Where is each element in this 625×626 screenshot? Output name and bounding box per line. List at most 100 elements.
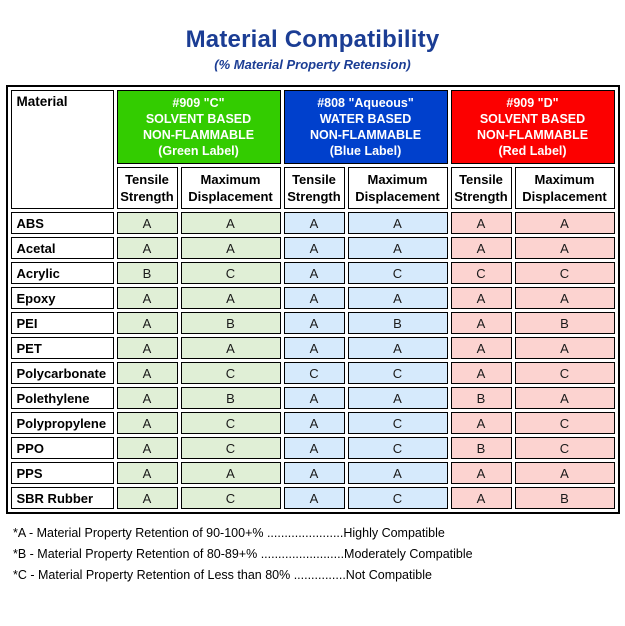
value-cell: A [347, 387, 448, 409]
value-cell: A [116, 237, 178, 259]
footnote-b: *B - Material Property Retention of 80-8… [13, 547, 473, 561]
value-cell: B [180, 312, 281, 334]
value-cell: C [180, 362, 281, 384]
value-cell: A [450, 287, 512, 309]
value-cell: C [514, 437, 615, 459]
value-cell: A [514, 287, 615, 309]
table-row: Polypropylene A C A C A C [10, 412, 615, 434]
page-subtitle: (% Material Property Retension) [214, 57, 411, 72]
value-cell: A [347, 212, 448, 234]
value-cell: B [180, 387, 281, 409]
table-row: PEI A B A B A B [10, 312, 615, 334]
value-cell: B [450, 437, 512, 459]
group-header-red-label: #909 "D" SOLVENT BASED NON-FLAMMABLE (Re… [450, 90, 615, 164]
group-header-row: Material #909 "C" SOLVENT BASED NON-FLAM… [10, 90, 615, 209]
value-cell: A [347, 337, 448, 359]
value-cell: A [116, 437, 178, 459]
table-row: Epoxy A A A A A A [10, 287, 615, 309]
value-cell: A [514, 237, 615, 259]
page: Material Compatibility (% Material Prope… [0, 26, 625, 626]
table-row: Acetal A A A A A A [10, 237, 615, 259]
value-cell: A [514, 212, 615, 234]
value-cell: A [283, 312, 345, 334]
value-cell: A [514, 337, 615, 359]
value-cell: A [450, 412, 512, 434]
value-cell: A [450, 312, 512, 334]
value-cell: C [180, 412, 281, 434]
value-cell: A [116, 462, 178, 484]
value-cell: A [283, 262, 345, 284]
material-cell: Acetal [10, 237, 114, 259]
value-cell: A [116, 212, 178, 234]
subheader-green-maximum-displacement: Maximum Displacement [180, 167, 281, 209]
table-row: PPO A C A C B C [10, 437, 615, 459]
table-row: Acrylic B C A C C C [10, 262, 615, 284]
table-row: PPS A A A A A A [10, 462, 615, 484]
value-cell: C [514, 262, 615, 284]
material-cell: SBR Rubber [10, 487, 114, 509]
value-cell: A [283, 412, 345, 434]
value-cell: C [347, 412, 448, 434]
value-cell: A [116, 337, 178, 359]
value-cell: A [116, 287, 178, 309]
value-cell: A [116, 362, 178, 384]
table-row: Polycarbonate A C C C A C [10, 362, 615, 384]
value-cell: C [180, 487, 281, 509]
value-cell: C [450, 262, 512, 284]
value-cell: A [180, 212, 281, 234]
value-cell: A [450, 237, 512, 259]
value-cell: C [283, 362, 345, 384]
table-row: SBR Rubber A C A C A B [10, 487, 615, 509]
value-cell: A [347, 237, 448, 259]
value-cell: A [283, 387, 345, 409]
value-cell: A [283, 237, 345, 259]
material-cell: PPO [10, 437, 114, 459]
footnote-c: *C - Material Property Retention of Less… [13, 568, 432, 582]
value-cell: B [514, 312, 615, 334]
value-cell: A [514, 462, 615, 484]
group-header-blue-label: #808 "Aqueous" WATER BASED NON-FLAMMABLE… [283, 90, 448, 164]
value-cell: A [347, 287, 448, 309]
subheader-row: Tensile Strength Maximum Displacement Tens… [11, 167, 615, 209]
material-compatibility-table: Material #909 "C" SOLVENT BASED NON-FLAM… [5, 85, 620, 514]
value-cell: A [347, 462, 448, 484]
value-cell: A [514, 387, 615, 409]
value-cell: A [180, 237, 281, 259]
value-cell: A [283, 337, 345, 359]
value-cell: C [347, 262, 448, 284]
material-cell: PEI [10, 312, 114, 334]
value-cell: A [283, 212, 345, 234]
subheader-blue-maximum-displacement: Maximum Displacement [347, 167, 448, 209]
value-cell: C [514, 412, 615, 434]
value-cell: C [347, 437, 448, 459]
table-row: Polethylene A B A A B A [10, 387, 615, 409]
footnote-a: *A - Material Property Retention of 90-1… [13, 526, 445, 540]
material-cell: Epoxy [10, 287, 114, 309]
value-cell: B [450, 387, 512, 409]
value-cell: A [116, 387, 178, 409]
legend-footnotes: *A - Material Property Retention of 90-1… [13, 523, 625, 586]
value-cell: A [283, 437, 345, 459]
value-cell: A [450, 362, 512, 384]
value-cell: B [514, 487, 615, 509]
value-cell: A [450, 462, 512, 484]
subheader-green-tensile-strength: Tensile Strength [116, 167, 178, 209]
material-cell: Polypropylene [10, 412, 114, 434]
material-cell: PPS [10, 462, 114, 484]
value-cell: C [180, 262, 281, 284]
page-title: Material Compatibility [185, 26, 440, 53]
value-cell: A [450, 487, 512, 509]
value-cell: A [283, 462, 345, 484]
value-cell: B [347, 312, 448, 334]
group-header-green-label: #909 "C" SOLVENT BASED NON-FLAMMABLE (Gr… [116, 90, 281, 164]
value-cell: A [283, 487, 345, 509]
material-cell: Polethylene [10, 387, 114, 409]
material-cell: Polycarbonate [10, 362, 114, 384]
material-column-header: Material [10, 90, 114, 209]
value-cell: A [283, 287, 345, 309]
value-cell: A [116, 487, 178, 509]
value-cell: A [116, 412, 178, 434]
value-cell: C [180, 437, 281, 459]
subheader-blue-tensile-strength: Tensile Strength [283, 167, 345, 209]
value-cell: B [116, 262, 178, 284]
